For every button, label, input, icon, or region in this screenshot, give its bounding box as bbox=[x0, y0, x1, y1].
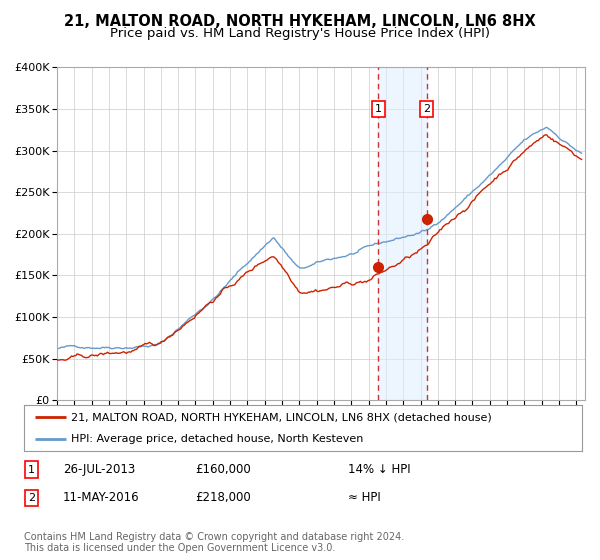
Bar bbox=[379, 67, 427, 400]
Text: £218,000: £218,000 bbox=[195, 491, 251, 504]
Text: ≈ HPI: ≈ HPI bbox=[348, 491, 381, 504]
Text: 1: 1 bbox=[375, 104, 382, 114]
Text: 14% ↓ HPI: 14% ↓ HPI bbox=[348, 463, 410, 476]
Text: 1: 1 bbox=[28, 465, 35, 474]
Text: 26-JUL-2013: 26-JUL-2013 bbox=[63, 463, 135, 476]
Text: 2: 2 bbox=[28, 493, 35, 503]
Text: 21, MALTON ROAD, NORTH HYKEHAM, LINCOLN, LN6 8HX: 21, MALTON ROAD, NORTH HYKEHAM, LINCOLN,… bbox=[64, 14, 536, 29]
Text: 21, MALTON ROAD, NORTH HYKEHAM, LINCOLN, LN6 8HX (detached house): 21, MALTON ROAD, NORTH HYKEHAM, LINCOLN,… bbox=[71, 412, 492, 422]
Text: 11-MAY-2016: 11-MAY-2016 bbox=[63, 491, 140, 504]
Text: 2: 2 bbox=[423, 104, 430, 114]
Text: £160,000: £160,000 bbox=[195, 463, 251, 476]
Text: HPI: Average price, detached house, North Kesteven: HPI: Average price, detached house, Nort… bbox=[71, 435, 364, 444]
Text: Contains HM Land Registry data © Crown copyright and database right 2024.
This d: Contains HM Land Registry data © Crown c… bbox=[24, 531, 404, 553]
Text: Price paid vs. HM Land Registry's House Price Index (HPI): Price paid vs. HM Land Registry's House … bbox=[110, 27, 490, 40]
